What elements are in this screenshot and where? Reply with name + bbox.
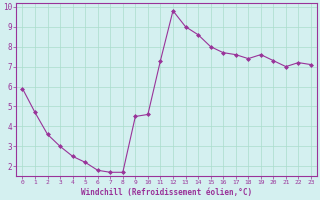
X-axis label: Windchill (Refroidissement éolien,°C): Windchill (Refroidissement éolien,°C) <box>81 188 252 197</box>
